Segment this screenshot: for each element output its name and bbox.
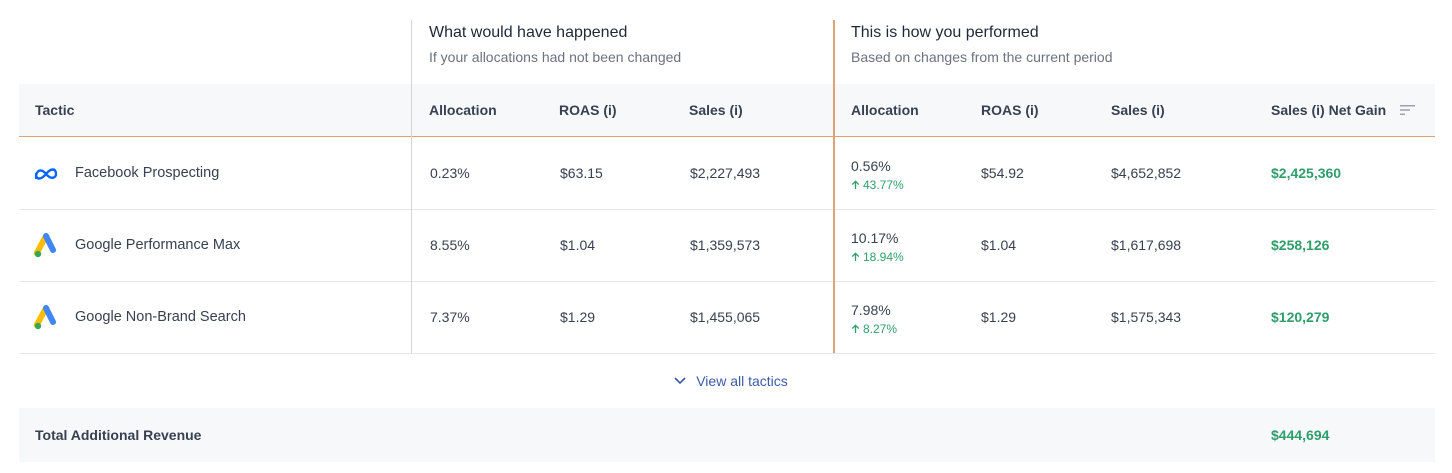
view-all-tactics-label: View all tactics [696, 373, 788, 389]
allocation-change-value: 18.94% [863, 250, 904, 264]
actual-allocation: 0.56% [851, 158, 891, 174]
table-header: Tactic Allocation ROAS (i) Sales (i) All… [19, 84, 1435, 137]
arrow-up-icon [851, 252, 860, 261]
column-header-actual-sales[interactable]: Sales (i) [1111, 102, 1165, 118]
total-label: Total Additional Revenue [35, 427, 202, 443]
column-header-tactic[interactable]: Tactic [35, 102, 75, 118]
column-divider-actual [833, 20, 835, 353]
tactic-name: Facebook Prospecting [75, 165, 220, 181]
baseline-sales: $2,227,493 [690, 165, 761, 181]
actual-allocation-cell: 10.17% 18.94% [851, 230, 904, 265]
allocation-change: 18.94% [851, 249, 904, 265]
actual-allocation: 7.98% [851, 302, 891, 318]
baseline-allocation: 0.23% [430, 165, 470, 181]
tactic-name: Google Non-Brand Search [75, 309, 246, 325]
meta-logo-icon [34, 168, 58, 180]
column-header-baseline-sales[interactable]: Sales (i) [689, 102, 743, 118]
arrow-up-icon [851, 180, 860, 189]
chevron-down-icon [674, 377, 686, 384]
allocation-change: 8.27% [851, 321, 897, 337]
google-ads-logo-icon [33, 233, 56, 258]
group-subtitle-baseline: If your allocations had not been changed [429, 49, 682, 65]
baseline-sales: $1,359,573 [690, 237, 761, 253]
tactic-name: Google Performance Max [75, 237, 241, 253]
baseline-roas: $1.04 [560, 237, 596, 253]
column-header-actual-allocation[interactable]: Allocation [851, 102, 919, 118]
net-gain: $2,425,360 [1271, 165, 1342, 181]
actual-sales: $4,652,852 [1111, 165, 1182, 181]
actual-roas: $1.29 [981, 309, 1017, 325]
column-divider-baseline [411, 20, 412, 353]
view-all-row: View all tactics [0, 369, 1452, 393]
total-row: Total Additional Revenue $444,694 [19, 408, 1435, 462]
actual-sales: $1,617,698 [1111, 237, 1182, 253]
net-gain: $258,126 [1271, 237, 1330, 253]
baseline-allocation: 8.55% [430, 237, 470, 253]
actual-roas: $1.04 [981, 237, 1017, 253]
baseline-allocation: 7.37% [430, 309, 470, 325]
column-header-actual-roas[interactable]: ROAS (i) [981, 102, 1039, 118]
actual-allocation-cell: 0.56% 43.77% [851, 158, 904, 193]
net-gain: $120,279 [1271, 309, 1330, 325]
allocation-change: 43.77% [851, 177, 904, 193]
actual-roas: $54.92 [981, 165, 1024, 181]
column-header-baseline-roas[interactable]: ROAS (i) [559, 102, 617, 118]
group-header-baseline: What would have happened If your allocat… [429, 20, 829, 84]
total-value: $444,694 [1271, 427, 1330, 443]
column-header-baseline-allocation[interactable]: Allocation [429, 102, 497, 118]
table-row[interactable]: Google Performance Max 8.55% $1.04 $1,35… [19, 210, 1435, 282]
group-title-actual: This is how you performed [851, 24, 1039, 41]
allocation-change-value: 8.27% [863, 322, 898, 336]
google-ads-logo-icon [33, 305, 56, 330]
group-subtitle-actual: Based on changes from the current period [851, 49, 1113, 65]
actual-sales: $1,575,343 [1111, 309, 1182, 325]
group-header-actual: This is how you performed Based on chang… [851, 20, 1351, 84]
baseline-sales: $1,455,065 [690, 309, 761, 325]
group-title-baseline: What would have happened [429, 24, 628, 41]
baseline-roas: $1.29 [560, 309, 596, 325]
baseline-roas: $63.15 [560, 165, 603, 181]
arrow-up-icon [851, 324, 860, 333]
sort-icon[interactable] [1400, 104, 1416, 116]
column-header-net-gain[interactable]: Sales (i) Net Gain [1271, 84, 1416, 136]
allocation-change-value: 43.77% [863, 178, 904, 192]
table-row[interactable]: Google Non-Brand Search 7.37% $1.29 $1,4… [19, 282, 1435, 354]
column-header-net-gain-label: Sales (i) Net Gain [1271, 102, 1387, 118]
view-all-tactics-link[interactable]: View all tactics [674, 373, 788, 389]
table-row[interactable]: Facebook Prospecting 0.23% $63.15 $2,227… [19, 138, 1435, 210]
actual-allocation-cell: 7.98% 8.27% [851, 302, 897, 337]
actual-allocation: 10.17% [851, 230, 899, 246]
